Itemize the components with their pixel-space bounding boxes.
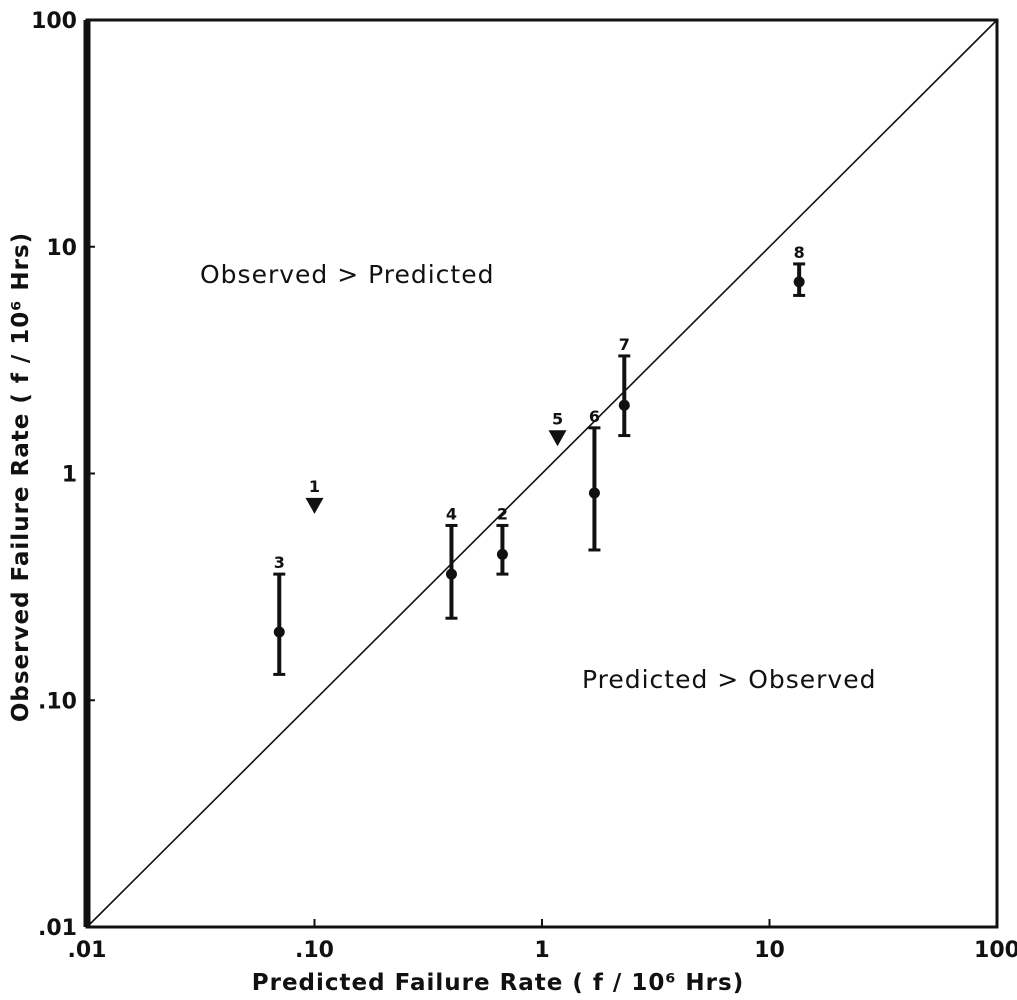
x-tick-label: 100 (974, 938, 1017, 963)
y-tick-label: .01 (38, 916, 77, 941)
data-point-4: 4 (445, 504, 458, 620)
point-marker (588, 487, 600, 499)
data-point-3: 3 (273, 553, 286, 676)
triangle-down-marker (548, 430, 567, 447)
x-tick-label: .10 (295, 938, 334, 963)
x-axis-title: Predicted Failure Rate ( f / 10⁶ Hrs) (252, 970, 744, 996)
point-label: 2 (497, 504, 508, 523)
x-tick-label: 10 (754, 938, 785, 963)
data-point-8: 8 (793, 243, 806, 297)
point-marker (273, 626, 285, 638)
triangle-down-marker (305, 497, 324, 514)
point-marker (496, 548, 508, 560)
region-label-upper: Observed > Predicted (200, 260, 494, 289)
point-label: 8 (794, 243, 805, 262)
point-label: 3 (274, 553, 285, 572)
data-point-2: 2 (496, 504, 509, 576)
point-label: 5 (552, 409, 563, 428)
point-label: 1 (309, 477, 320, 496)
y-tick-label: 10 (46, 236, 77, 261)
y-tick-label: 1 (62, 463, 77, 488)
point-label: 7 (619, 335, 630, 354)
x-tick-label: 1 (534, 938, 549, 963)
data-point-1: 1 (305, 477, 324, 514)
point-marker (618, 399, 630, 411)
y-axis-title: Observed Failure Rate ( f / 10⁶ Hrs) (8, 232, 34, 722)
point-label: 4 (446, 504, 457, 523)
reference-line (86, 19, 998, 928)
data-point-5: 5 (548, 409, 567, 447)
data-point-7: 7 (618, 335, 631, 438)
y-tick-label: .10 (38, 689, 77, 714)
y-tick-label: 100 (31, 9, 77, 34)
region-label-lower: Predicted > Observed (582, 665, 876, 694)
point-marker (445, 568, 457, 580)
point-marker (793, 276, 805, 288)
data-point-6: 6 (588, 407, 601, 552)
point-label: 6 (589, 407, 600, 426)
x-tick-label: .01 (68, 938, 107, 963)
